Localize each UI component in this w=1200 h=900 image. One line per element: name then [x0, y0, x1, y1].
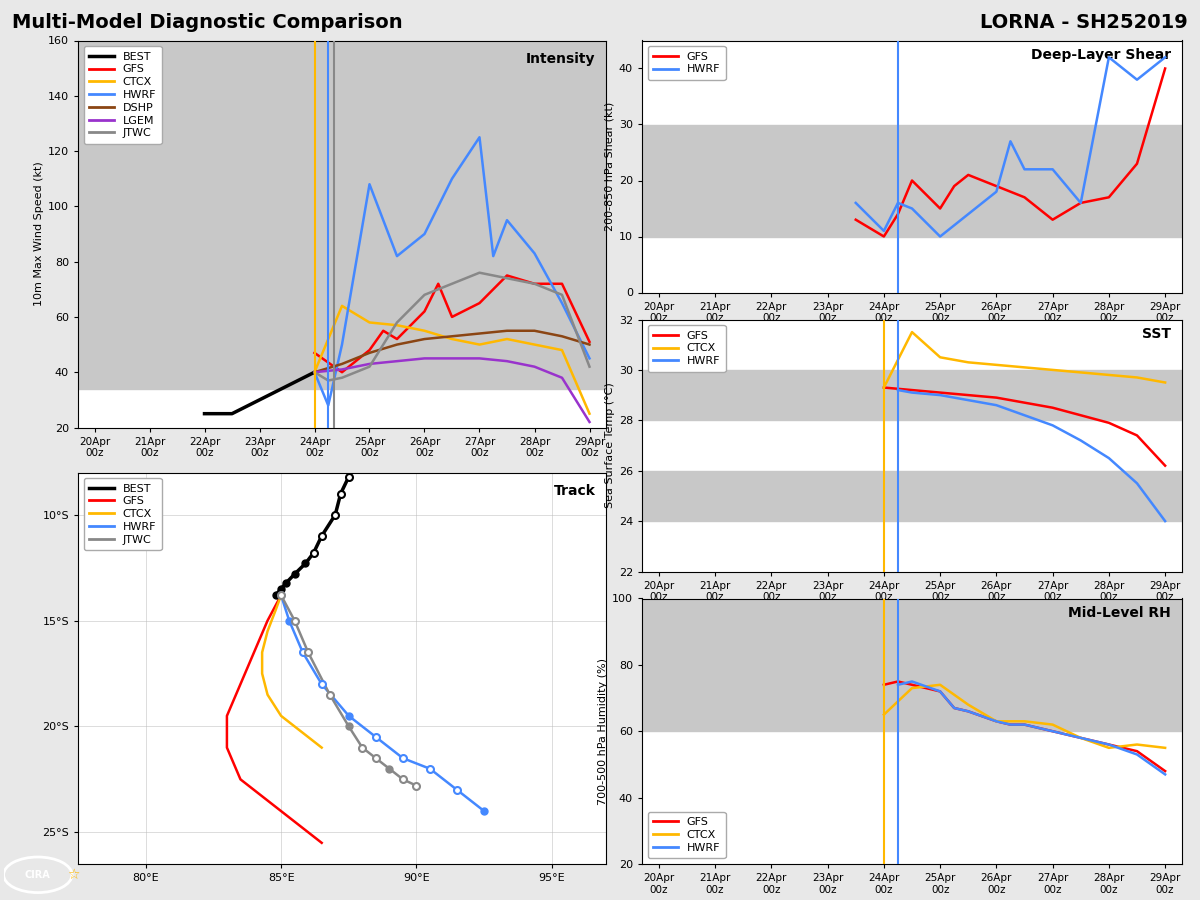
Text: Track: Track: [553, 484, 595, 499]
Text: Mid-Level RH: Mid-Level RH: [1068, 607, 1171, 620]
Bar: [642, 181, 1182, 237]
Bar: [642, 124, 1182, 181]
Legend: BEST, GFS, CTCX, HWRF, DSHP, LGEM, JTWC: BEST, GFS, CTCX, HWRF, DSHP, LGEM, JTWC: [84, 46, 162, 144]
Text: Intensity: Intensity: [526, 52, 595, 66]
Bar: [642, 370, 1182, 420]
Legend: GFS, CTCX, HWRF: GFS, CTCX, HWRF: [648, 325, 726, 372]
Bar: [642, 471, 1182, 521]
Y-axis label: Sea Surface Temp (°C): Sea Surface Temp (°C): [605, 382, 614, 508]
Y-axis label: 200-850 hPa Shear (kt): 200-850 hPa Shear (kt): [605, 102, 614, 231]
Text: CIRA: CIRA: [25, 869, 50, 880]
Bar: [78, 306, 606, 389]
Text: ☆: ☆: [67, 868, 80, 882]
Bar: [642, 665, 1182, 731]
Bar: [642, 598, 1182, 665]
Text: SST: SST: [1142, 327, 1171, 341]
Text: Deep-Layer Shear: Deep-Layer Shear: [1031, 48, 1171, 62]
Legend: GFS, HWRF: GFS, HWRF: [648, 46, 726, 80]
Legend: GFS, CTCX, HWRF: GFS, CTCX, HWRF: [648, 812, 726, 859]
Y-axis label: 700-500 hPa Humidity (%): 700-500 hPa Humidity (%): [598, 658, 608, 805]
Y-axis label: 10m Max Wind Speed (kt): 10m Max Wind Speed (kt): [34, 162, 43, 306]
Bar: [78, 40, 606, 218]
Bar: [78, 218, 606, 306]
Legend: BEST, GFS, CTCX, HWRF, JTWC: BEST, GFS, CTCX, HWRF, JTWC: [84, 478, 162, 550]
Text: Multi-Model Diagnostic Comparison: Multi-Model Diagnostic Comparison: [12, 14, 403, 32]
Text: LORNA - SH252019: LORNA - SH252019: [980, 14, 1188, 32]
